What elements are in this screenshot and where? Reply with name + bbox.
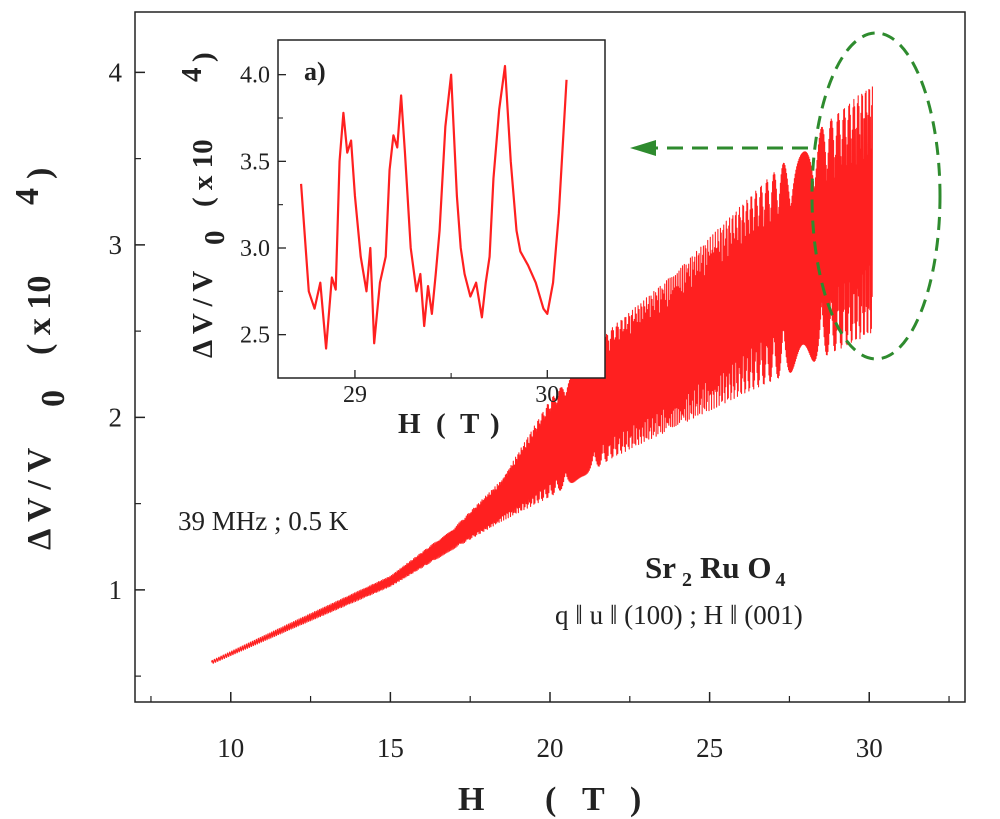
main-x-tick-label: 10 [217, 733, 244, 763]
main-y-tick-label: 1 [109, 575, 123, 605]
highlight-arrow-head [630, 140, 656, 156]
svg-text:): ) [490, 408, 500, 440]
compound-ruo: Ru O [700, 550, 772, 585]
inset-x-tick-label: 29 [343, 382, 367, 408]
orientation-label: q ǁ u ǁ (100) ; H ǁ (001) [555, 600, 803, 630]
svg-text:): ) [21, 168, 58, 179]
highlight-ellipse [810, 31, 942, 361]
main-y-tick-label: 2 [109, 402, 123, 432]
svg-text:): ) [630, 781, 641, 818]
svg-text:Δ V / V: Δ V / V [187, 271, 219, 358]
svg-text:4: 4 [9, 188, 46, 205]
compound-sub-2: 2 [682, 569, 692, 591]
main-y-tick-label: 4 [109, 57, 123, 87]
compound-sr: Sr [645, 550, 676, 585]
svg-text:( x 10: ( x 10 [21, 276, 58, 355]
svg-text:4: 4 [176, 68, 208, 83]
svg-text:(: ( [545, 781, 556, 818]
main-x-axis-title: H ( T ) [458, 781, 641, 818]
inset-y-axis-title: Δ V / V 0 ( x 10 4 ) [176, 52, 231, 358]
main-data-trace [211, 86, 873, 664]
main-y-tick-label: 3 [109, 230, 123, 260]
svg-text:): ) [187, 52, 219, 62]
svg-text:H: H [458, 781, 484, 818]
inset-x-tick-label: 30 [535, 382, 559, 408]
svg-text:T: T [582, 781, 605, 818]
main-x-tick-label: 20 [537, 733, 564, 763]
inset-y-tick-label: 4.0 [240, 63, 270, 89]
svg-text:(: ( [436, 408, 446, 440]
inset-tick-labels: 29 30 2.5 3.0 3.5 4.0 [240, 63, 559, 408]
main-x-tick-label: 30 [856, 733, 883, 763]
main-x-tick-label: 25 [696, 733, 723, 763]
svg-text:Δ V / V: Δ V / V [21, 447, 58, 550]
svg-text:0: 0 [199, 231, 231, 246]
svg-text:( x 10: ( x 10 [187, 139, 219, 207]
compound-sub-4: 4 [776, 569, 786, 591]
svg-text:T: T [460, 408, 479, 440]
inset-axis-ticks [278, 74, 548, 378]
inset-y-tick-label: 2.5 [240, 323, 270, 349]
inset-y-tick-label: 3.5 [240, 149, 270, 175]
inset-y-tick-label: 3.0 [240, 236, 270, 262]
main-y-axis-title: Δ V / V 0 ( x 10 4 ) [9, 168, 72, 550]
inset-x-axis-title: H ( T ) [398, 408, 500, 440]
inset-data-trace [299, 64, 568, 350]
main-axis-ticks [135, 71, 950, 702]
measurement-conditions: 39 MHz ; 0.5 K [178, 506, 349, 536]
main-x-tick-label: 15 [377, 733, 404, 763]
svg-text:H: H [398, 408, 421, 440]
inset-panel-label: a) [304, 57, 326, 86]
svg-text:0: 0 [35, 390, 72, 407]
